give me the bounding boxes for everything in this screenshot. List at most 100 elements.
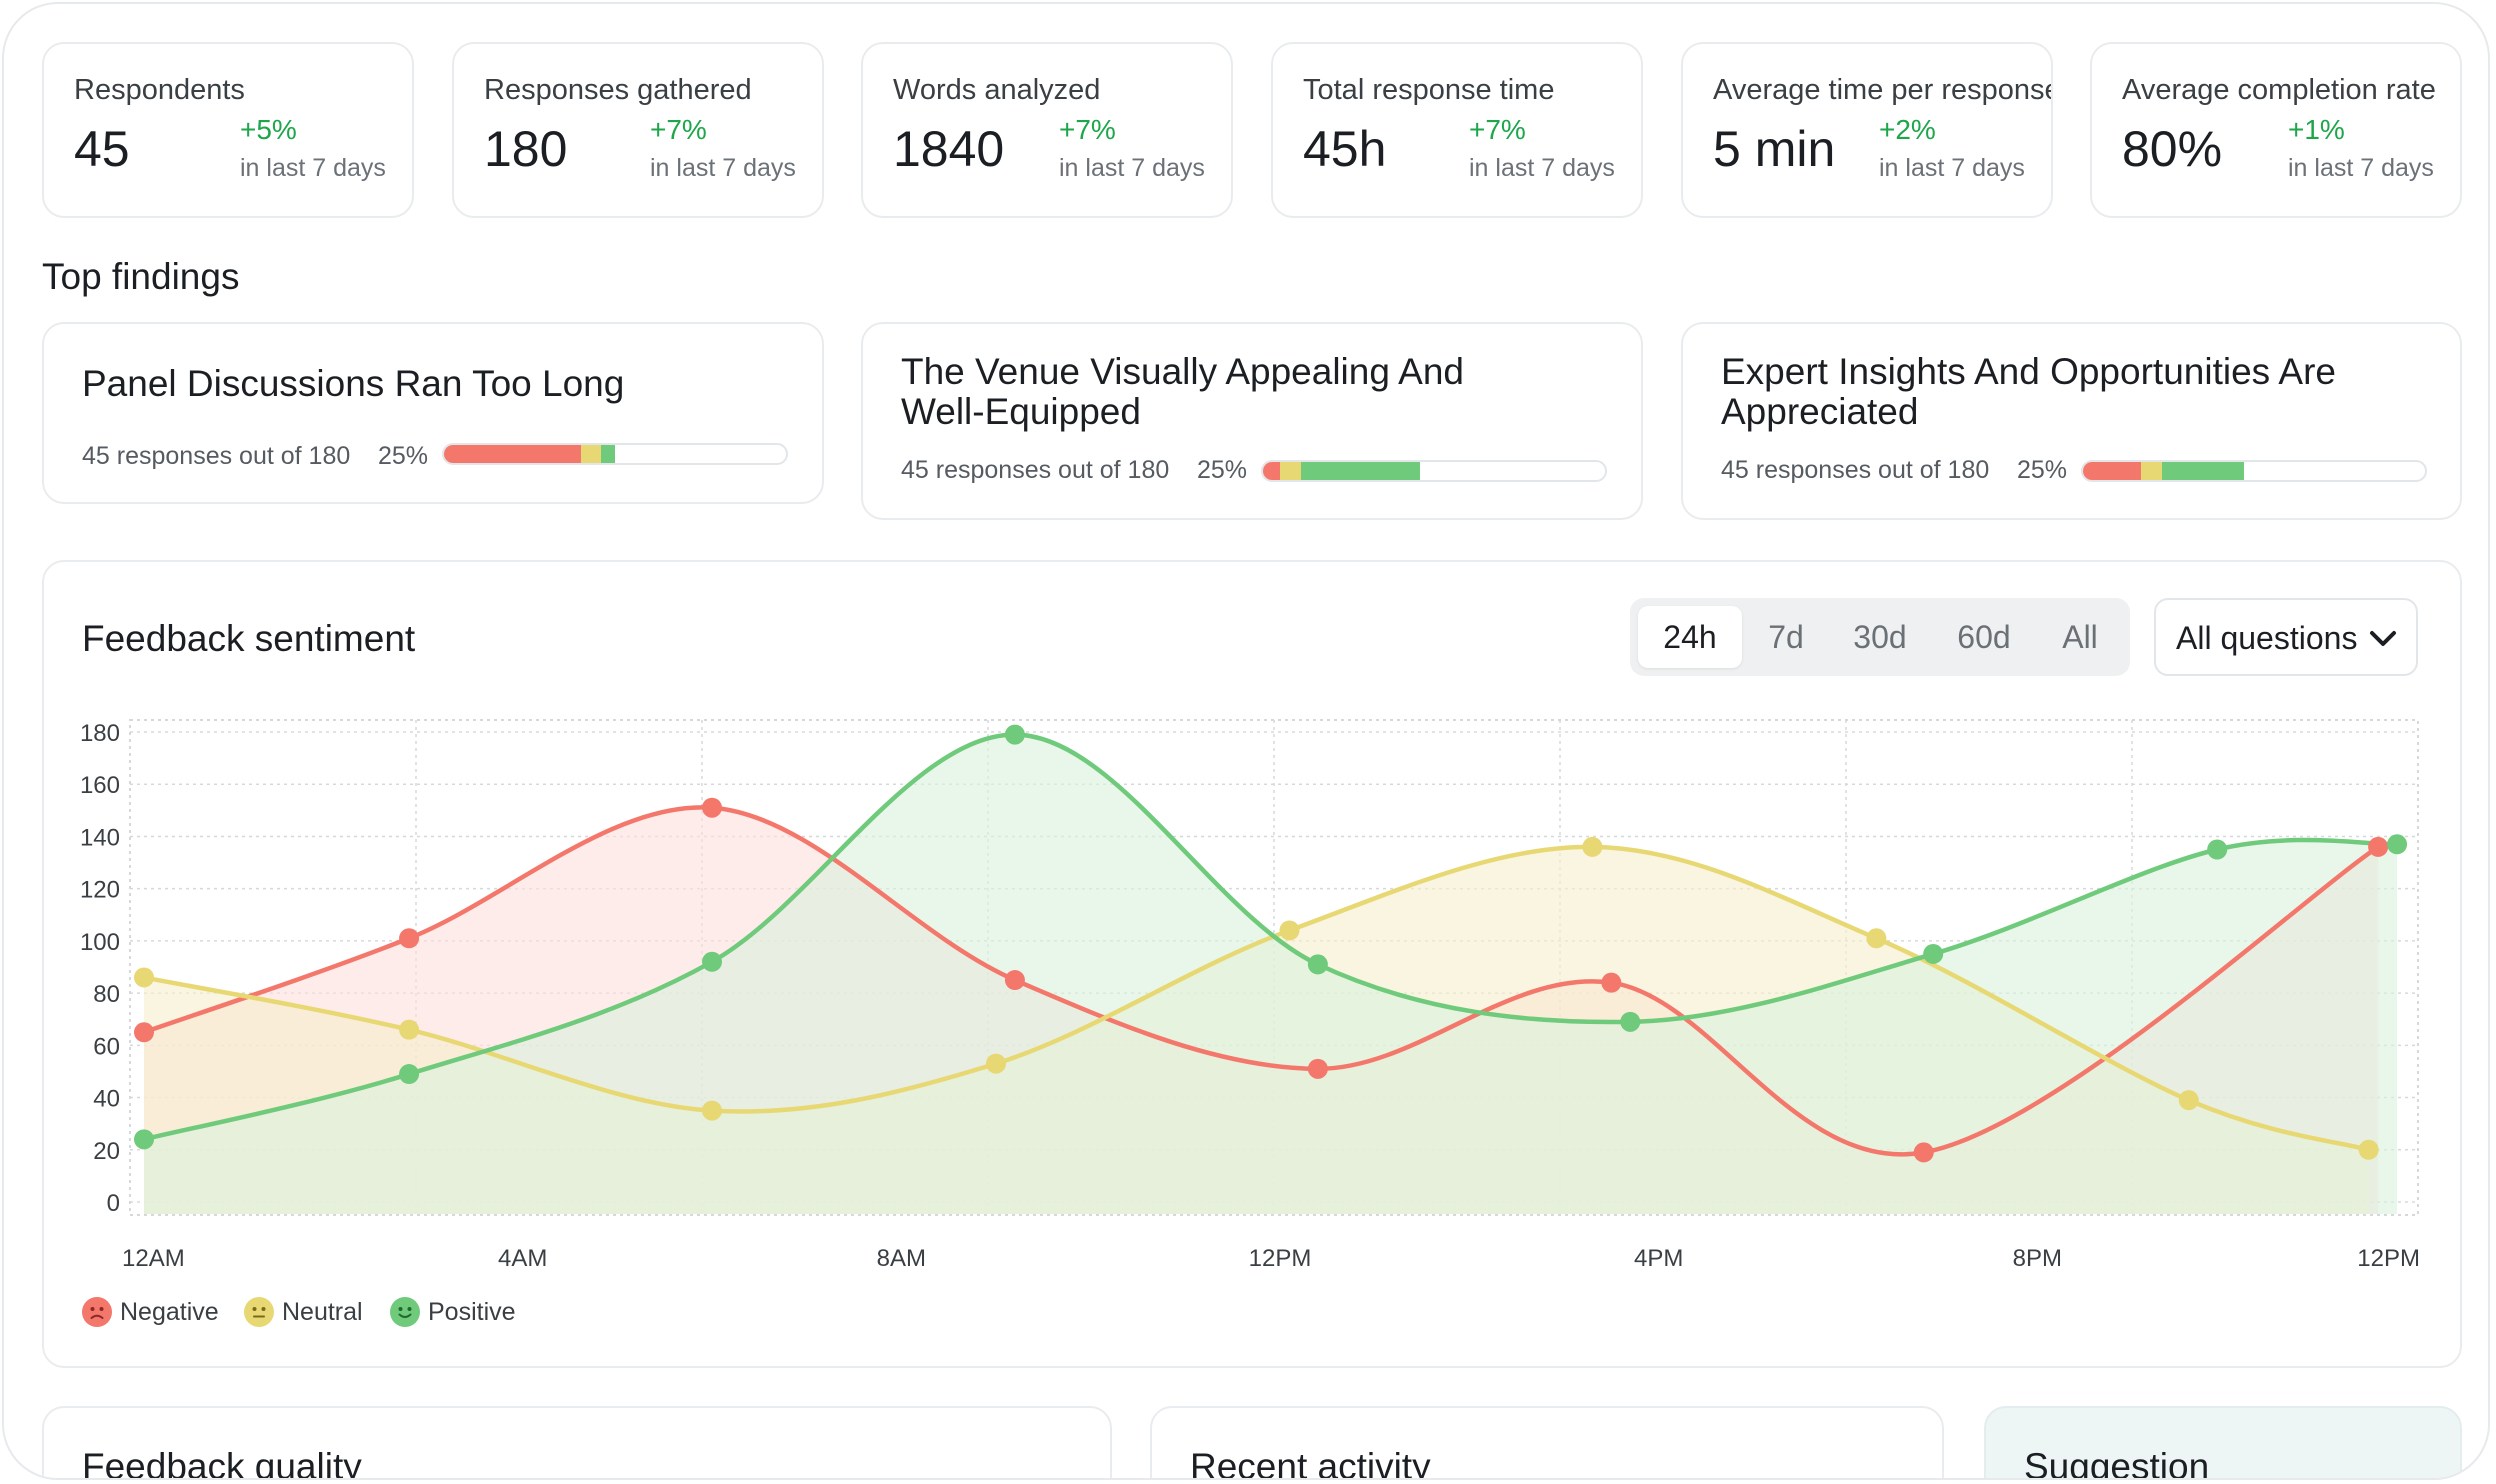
stat-period: in last 7 days xyxy=(1469,154,1615,182)
point-neutral xyxy=(1279,920,1300,941)
finding-card[interactable]: Expert Insights And Opportunities Are Ap… xyxy=(1681,322,2462,520)
stat-label: Average completion rate xyxy=(2122,74,2436,106)
point-negative xyxy=(1601,972,1622,993)
y-tick-label: 180 xyxy=(80,720,120,747)
finding-title: Panel Discussions Ran Too Long xyxy=(82,363,625,404)
stat-card-words-analyzed: Words analyzed 1840 +7% in last 7 days xyxy=(861,42,1233,218)
stat-period: in last 7 days xyxy=(650,154,796,182)
point-neutral xyxy=(399,1019,420,1040)
finding-sentiment-bar xyxy=(1261,460,1607,482)
point-positive xyxy=(702,951,722,972)
range-tab[interactable]: 60d xyxy=(1957,619,2011,655)
stat-delta: +7% xyxy=(650,114,707,145)
range-tab[interactable]: 24h xyxy=(1638,606,1742,668)
point-neutral xyxy=(986,1053,1006,1074)
stat-value: 80% xyxy=(2122,121,2223,177)
stat-value: 180 xyxy=(484,121,568,177)
stat-value: 45 xyxy=(74,121,130,177)
legend-label: Neutral xyxy=(282,1297,363,1326)
stat-value: 45h xyxy=(1303,121,1387,177)
range-tab[interactable]: All xyxy=(2062,619,2098,655)
chevron-down-icon xyxy=(2370,631,2396,646)
y-tick-label: 80 xyxy=(93,981,120,1008)
top-findings-title: Top findings xyxy=(42,256,240,297)
y-tick-label: 100 xyxy=(80,929,120,956)
range-tab[interactable]: 7d xyxy=(1768,619,1804,655)
y-tick-label: 40 xyxy=(93,1086,120,1113)
stat-period: in last 7 days xyxy=(240,154,386,182)
stat-card-total-response-time: Total response time 45h +7% in last 7 da… xyxy=(1271,42,1643,218)
point-negative xyxy=(399,928,420,949)
x-tick-label: 12PM xyxy=(2357,1245,2420,1272)
finding-percent: 25% xyxy=(1197,456,1248,484)
point-neutral xyxy=(1582,836,1603,857)
stat-delta: +7% xyxy=(1059,114,1116,145)
stat-label: Total response time xyxy=(1303,74,1555,106)
point-neutral xyxy=(2358,1139,2379,1160)
bar-segment-positive xyxy=(1300,462,1421,480)
point-negative xyxy=(702,797,722,818)
x-tick-label: 12PM xyxy=(1249,1245,1312,1272)
point-negative xyxy=(1004,970,1025,991)
bar-segment-positive xyxy=(601,445,615,463)
neutral-face-icon xyxy=(244,1297,274,1327)
bar-segment-negative xyxy=(444,445,581,463)
point-neutral xyxy=(702,1100,722,1121)
stat-card-average-time-per-response: Average time per response 5 min +2% in l… xyxy=(1681,42,2053,218)
bar-segment-neutral xyxy=(580,445,602,463)
finding-sentiment-bar xyxy=(2081,460,2427,482)
y-tick-label: 20 xyxy=(93,1138,120,1165)
finding-meta: 45 responses out of 180 xyxy=(901,456,1170,484)
point-positive xyxy=(2387,834,2408,855)
legend-label: Negative xyxy=(120,1297,219,1326)
feedback-sentiment-title: Feedback sentiment xyxy=(82,618,416,659)
recent-activity-card xyxy=(1150,1406,1944,1478)
bar-segment-negative xyxy=(1263,462,1281,480)
area-positive xyxy=(144,734,2398,1214)
sad-face-icon xyxy=(82,1297,112,1327)
questions-dropdown[interactable]: All questions xyxy=(2154,598,2418,676)
suggestion-card xyxy=(1984,1406,2462,1478)
suggestion-title: Suggestion xyxy=(2024,1446,2210,1480)
sentiment-chart: 0 20 40 60 80 100 120 140 160 180 12AM 4AM 8AM 12PM 4P… xyxy=(80,719,2420,1272)
questions-dropdown-label: All questions xyxy=(2176,620,2358,656)
time-range-selector: 24h 7d 30d 60d All xyxy=(1630,598,2130,676)
feedback-quality-card xyxy=(42,1406,1112,1478)
point-negative xyxy=(1307,1058,1328,1079)
point-negative xyxy=(134,1022,154,1043)
finding-percent: 25% xyxy=(2017,456,2068,484)
y-tick-label: 60 xyxy=(93,1033,120,1060)
stat-value: 1840 xyxy=(893,121,1005,177)
finding-card[interactable]: The Venue Visually Appealing And Well-Eq… xyxy=(861,322,1643,520)
stat-label: Respondents xyxy=(74,74,245,106)
point-negative xyxy=(2368,836,2389,857)
smile-face-icon xyxy=(390,1297,420,1327)
stat-label: Words analyzed xyxy=(893,74,1101,106)
finding-sentiment-bar xyxy=(442,443,788,465)
stat-period: in last 7 days xyxy=(1879,154,2025,182)
legend-item-negative: Negative xyxy=(82,1294,219,1330)
finding-meta: 45 responses out of 180 xyxy=(82,442,351,470)
stat-card-respondents: Respondents 45 +5% in last 7 days xyxy=(42,42,414,218)
x-tick-label: 4AM xyxy=(498,1245,547,1272)
point-positive xyxy=(1923,943,1944,964)
x-tick-label: 8PM xyxy=(2013,1245,2062,1272)
legend-item-neutral: Neutral xyxy=(244,1294,363,1330)
stat-label: Responses gathered xyxy=(484,74,752,106)
bar-segment-negative xyxy=(2083,462,2142,480)
finding-title: Expert Insights And Opportunities Are Ap… xyxy=(1721,351,2336,432)
point-neutral xyxy=(134,967,154,988)
finding-card[interactable]: Panel Discussions Ran Too Long 45 respon… xyxy=(42,322,824,504)
stat-value: 5 min xyxy=(1713,121,1836,177)
finding-percent: 25% xyxy=(378,442,429,470)
x-tick-label: 4PM xyxy=(1634,1245,1683,1272)
bar-segment-positive xyxy=(2161,462,2244,480)
point-positive xyxy=(1307,954,1328,975)
range-tab[interactable]: 30d xyxy=(1853,619,1907,655)
legend-label: Positive xyxy=(428,1297,516,1326)
finding-meta: 45 responses out of 180 xyxy=(1721,456,1990,484)
y-tick-label: 140 xyxy=(80,824,120,851)
point-positive xyxy=(2207,839,2228,860)
y-tick-label: 120 xyxy=(80,877,120,904)
